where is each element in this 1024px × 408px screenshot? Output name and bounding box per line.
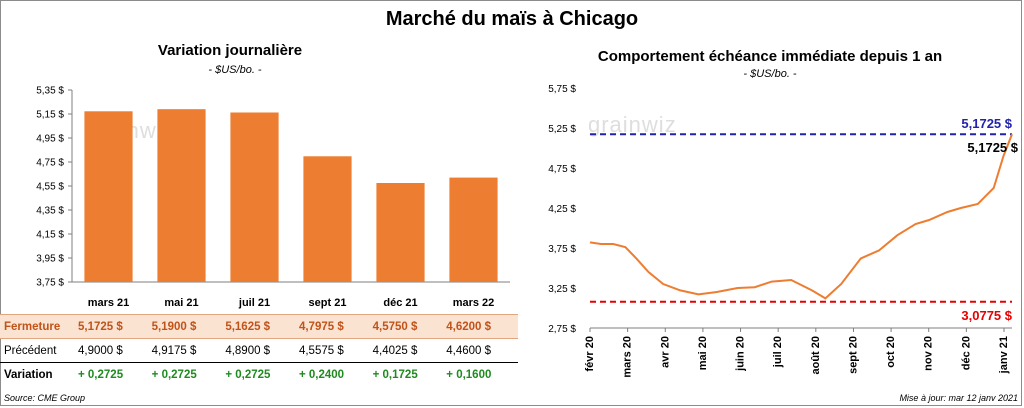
previous-row: Précédent 4,9000 $ 4,9175 $ 4,8900 $ 4,5… (0, 338, 518, 363)
y-tick-label: 4,15 $ (36, 230, 64, 241)
x-tick-label: avr 20 (659, 336, 671, 368)
change-row: Variation + 0,2725 + 0,2725 + 0,2725 + 0… (0, 363, 518, 387)
y-tick-label: 4,25 $ (548, 204, 576, 215)
x-category-label: mars 22 (453, 297, 495, 309)
close-cell: 5,1900 $ (149, 314, 224, 339)
page-title: Marché du maïs à Chicago (385, 8, 639, 30)
source-note: Source: CME Group (4, 393, 86, 403)
x-tick-label: déc 20 (960, 336, 972, 370)
y-tick-label: 4,35 $ (36, 206, 64, 217)
daily-variation-bar-chart: 3,75 $ 3,95 $ 4,15 $ 4,35 $ 4,55 $ 4,75 $ 4,95… (36, 86, 510, 309)
previous-cell: 4,9175 $ (149, 338, 224, 363)
price-line (589, 133, 1013, 300)
bar (230, 112, 279, 282)
y-tick-label: 5,75 $ (548, 84, 576, 95)
change-cell: + 0,2400 (298, 368, 345, 381)
x-tick-label: août 20 (810, 336, 822, 375)
y-tick-label: 4,75 $ (548, 164, 576, 175)
x-category-label: juil 21 (238, 297, 270, 309)
right-watermark-logo: grainwiz (588, 112, 677, 137)
right-chart-title: Comportement échéance immédiate depuis 1… (597, 48, 943, 65)
bar (303, 156, 352, 282)
change-cell: + 0,1600 (446, 368, 492, 381)
close-row-label: Fermeture (0, 314, 76, 339)
left-chart-unit: - $US/bo. - (208, 64, 262, 76)
change-cell: + 0,2725 (151, 368, 197, 381)
x-category-label: mai 21 (164, 297, 198, 309)
change-cell: + 0,2725 (225, 368, 271, 381)
previous-cell: 4,9000 $ (76, 338, 150, 363)
y-tick-label: 5,35 $ (36, 86, 64, 97)
y-tick-label: 3,25 $ (548, 284, 576, 295)
last-price-label: 5,1725 $ (967, 140, 1018, 155)
change-cell: + 0,2725 (78, 368, 124, 381)
previous-cell: 4,8900 $ (223, 338, 297, 363)
close-cell: 4,7975 $ (296, 314, 371, 339)
bar (84, 111, 133, 282)
y-tick-label: 3,75 $ (548, 244, 576, 255)
y-tick-label: 5,25 $ (548, 124, 576, 135)
y-tick-label: 3,75 $ (36, 278, 64, 289)
x-tick-label: nov 20 (923, 336, 935, 371)
previous-row-label: Précédent (0, 338, 76, 363)
close-cell: 4,6200 $ (444, 314, 518, 339)
update-note: Mise à jour: mar 12 janv 2021 (899, 393, 1018, 403)
previous-cell: 4,5575 $ (296, 338, 371, 363)
bar (376, 183, 425, 282)
x-tick-label: janv 21 (998, 336, 1010, 374)
bar (449, 177, 498, 282)
previous-cell: 4,4025 $ (370, 338, 445, 363)
one-year-line-chart: 2,75 $ 3,25 $ 3,75 $ 4,25 $ 4,75 $ 5,25 $ 5,75… (548, 84, 1019, 378)
x-tick-label: oct 20 (885, 336, 897, 368)
x-category-label: mars 21 (88, 297, 130, 309)
close-row: Fermeture 5,1725 $ 5,1900 $ 5,1625 $ 4,7… (0, 314, 518, 339)
left-chart-title: Variation journalière (157, 42, 303, 59)
change-cell: + 0,1725 (372, 368, 418, 381)
right-chart-unit: - $US/bo. - (743, 68, 797, 80)
x-tick-label: juil 20 (772, 336, 784, 368)
bar (157, 109, 206, 282)
y-tick-label: 3,95 $ (36, 254, 64, 265)
y-tick-label: 4,75 $ (36, 158, 64, 169)
previous-cell: 4,4600 $ (444, 338, 518, 363)
y-tick-label: 5,15 $ (36, 110, 64, 121)
y-tick-label: 2,75 $ (548, 324, 576, 335)
x-category-label: déc 21 (383, 297, 417, 309)
x-tick-label: févr 20 (584, 336, 596, 371)
x-tick-label: juin 20 (735, 336, 747, 372)
y-tick-label: 4,95 $ (36, 134, 64, 145)
x-category-label: sept 21 (309, 297, 347, 309)
close-cell: 4,5750 $ (370, 314, 445, 339)
price-table: Fermeture 5,1725 $ 5,1900 $ 5,1625 $ 4,7… (0, 314, 518, 386)
x-tick-label: mars 20 (622, 336, 634, 378)
y-tick-label: 4,55 $ (36, 182, 64, 193)
close-cell: 5,1625 $ (223, 314, 297, 339)
close-cell: 5,1725 $ (76, 314, 150, 339)
high-reference-label: 5,1725 $ (961, 116, 1012, 131)
low-reference-label: 3,0775 $ (961, 308, 1012, 323)
change-row-label: Variation (4, 368, 53, 381)
x-tick-label: mai 20 (697, 336, 709, 370)
x-tick-label: sept 20 (847, 336, 859, 374)
